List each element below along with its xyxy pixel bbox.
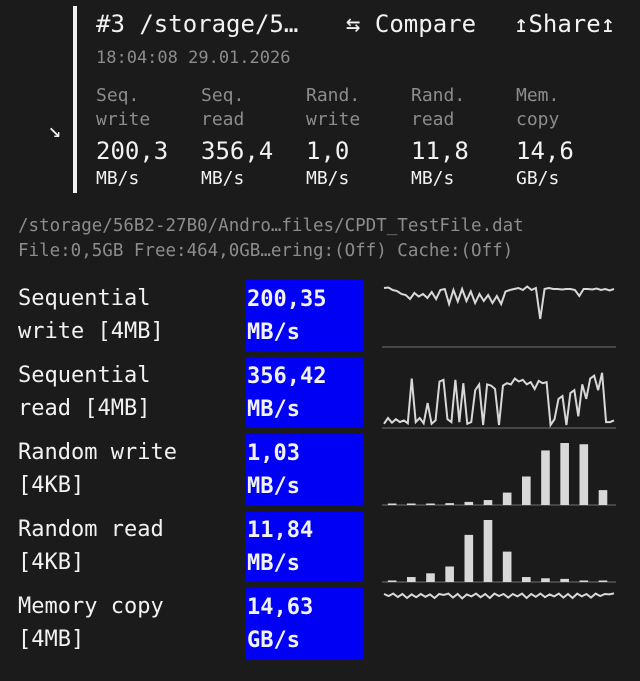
result-unit: MB/s (247, 397, 300, 422)
summary-value: 1,0 (306, 137, 350, 165)
summary-label: write (96, 109, 151, 130)
compare-button[interactable]: ⇆ Compare (346, 10, 477, 38)
summary-value: 11,8 (411, 137, 469, 165)
result-unit: MB/s (247, 474, 300, 499)
summary-column: Rand. write 1,0 MB/s (306, 84, 406, 191)
result-datetime: 18:04:08 29.01.2026 (96, 48, 291, 68)
test-result: 200,35 MB/s (245, 280, 363, 351)
arrow-down-right-icon[interactable]: ↘ (48, 118, 62, 143)
share-button[interactable]: ↥Share↥ (514, 10, 616, 38)
test-label: Sequential write [4MB] (18, 286, 164, 344)
summary-label: Rand. (411, 85, 466, 106)
graph-bar (502, 492, 512, 505)
graph-bar (407, 503, 416, 505)
result-value: 11,84 (247, 518, 314, 543)
graph-bar (445, 503, 454, 505)
result-row[interactable]: Memory copy [4MB] 14,63 GB/s (0, 588, 640, 660)
summary-label: write (306, 109, 361, 130)
test-label: Random read [4KB] (18, 517, 164, 575)
summary-unit: MB/s (306, 168, 350, 189)
summary-unit: MB/s (96, 168, 140, 189)
result-value: 14,63 (247, 595, 314, 620)
result-row[interactable]: Sequential read [4MB] 356,42 MB/s (0, 357, 640, 429)
test-result: 356,42 MB/s (245, 357, 363, 428)
graph-bar (579, 580, 589, 582)
graph-line (383, 592, 615, 600)
result-title[interactable]: #3 /storage/5… (96, 10, 299, 38)
graph-bar (426, 503, 435, 505)
test-result: 1,03 MB/s (245, 434, 363, 505)
summary-column: Rand. read 11,8 MB/s (411, 84, 511, 191)
file-path: /storage/56B2-27B0/Andro…files/CPDT_Test… (18, 216, 524, 236)
graph-bar (464, 501, 474, 505)
summary-label: read (411, 109, 455, 130)
summary-label: Seq. (96, 85, 140, 106)
graph-bar (541, 578, 550, 582)
graph-bar (483, 500, 493, 505)
history-graph (382, 285, 616, 348)
graph-bar (560, 443, 569, 505)
graph-bar (483, 520, 493, 582)
summary-column: Mem. copy 14,6 GB/s (516, 84, 616, 191)
graph-bar (598, 580, 608, 582)
graph-bar (522, 476, 531, 505)
graph-line (383, 285, 615, 320)
graph-bar (560, 578, 569, 582)
graph-bar (522, 577, 531, 582)
summary-label: Rand. (306, 85, 361, 106)
summary-label: read (201, 109, 245, 130)
history-graph (382, 520, 616, 583)
test-result: 11,84 MB/s (245, 511, 363, 582)
graph-bar (387, 580, 397, 582)
result-unit: MB/s (247, 320, 300, 345)
test-label: Sequential read [4MB] (18, 363, 151, 421)
test-result: 14,63 GB/s (245, 588, 363, 659)
summary-label: Mem. (516, 85, 560, 106)
summary-value: 200,3 (96, 137, 169, 165)
history-graph (383, 592, 615, 600)
test-label: Memory copy [4MB] (18, 594, 164, 652)
result-value: 200,35 (247, 287, 327, 312)
graph-bar (387, 503, 397, 505)
graph-bar (426, 573, 435, 582)
summary-label: copy (516, 109, 560, 130)
summary-label: Seq. (201, 85, 245, 106)
file-details: File:0,5GB Free:464,0GB…ering:(Off) Cach… (18, 241, 514, 261)
result-row[interactable]: Sequential write [4MB] 200,35 MB/s (0, 280, 640, 352)
graph-bar (502, 551, 512, 582)
summary-unit: MB/s (201, 168, 245, 189)
graph-bar (598, 490, 608, 505)
header-divider (73, 6, 77, 193)
summary-column: Seq. read 356,4 MB/s (201, 84, 301, 191)
graph-bar (541, 450, 550, 505)
result-unit: GB/s (247, 628, 300, 653)
result-value: 356,42 (247, 364, 327, 389)
result-row[interactable]: Random read [4KB] 11,84 MB/s (0, 511, 640, 583)
history-graph (382, 443, 616, 506)
test-label: Random write [4KB] (18, 440, 177, 498)
result-unit: MB/s (247, 551, 300, 576)
summary-column: Seq. write 200,3 MB/s (96, 84, 196, 191)
summary-value: 14,6 (516, 137, 574, 165)
summary-unit: MB/s (411, 168, 455, 189)
graph-bar (445, 566, 454, 582)
result-value: 1,03 (247, 441, 300, 466)
history-graph (382, 372, 616, 429)
graph-bar (407, 577, 416, 582)
summary-unit: GB/s (516, 168, 560, 189)
graph-line (383, 372, 615, 428)
summary-value: 356,4 (201, 137, 274, 165)
graph-bar (579, 444, 589, 505)
graph-bar (464, 534, 474, 582)
result-row[interactable]: Random write [4KB] 1,03 MB/s (0, 434, 640, 506)
